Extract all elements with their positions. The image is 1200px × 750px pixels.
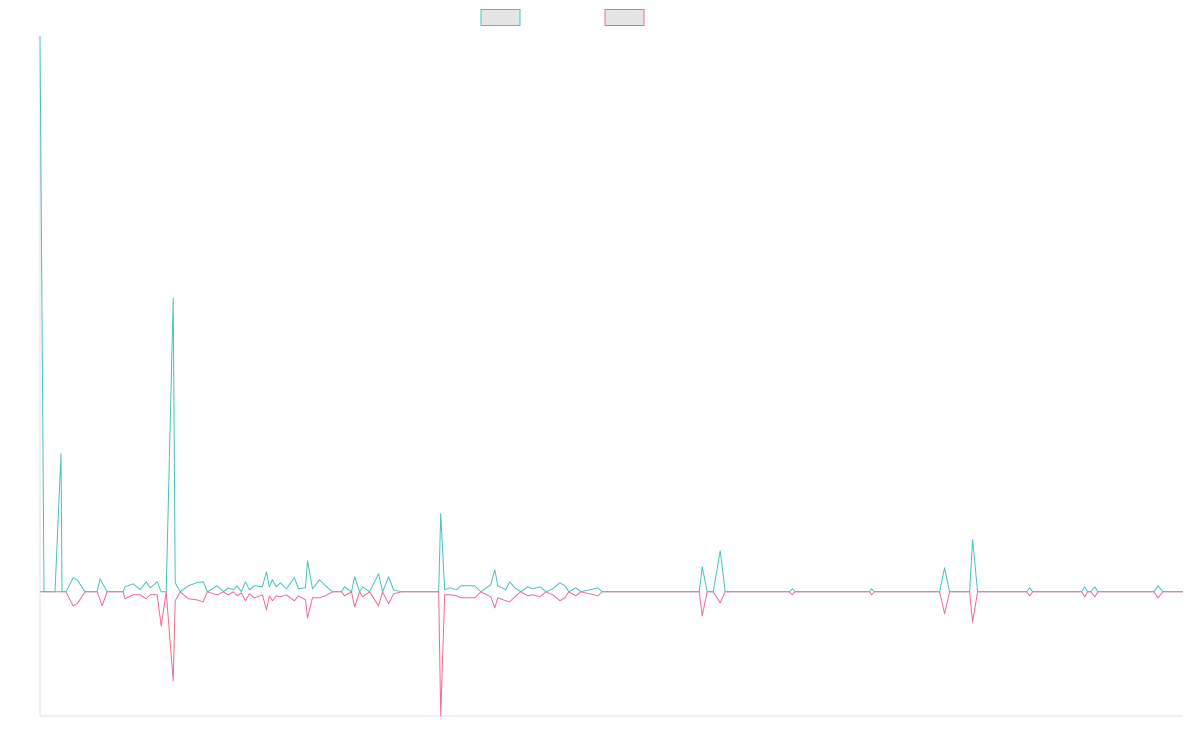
legend bbox=[480, 9, 645, 26]
legend-swatch-series-2[interactable] bbox=[604, 9, 645, 26]
series-line-2 bbox=[40, 591, 1183, 717]
plot-area bbox=[39, 35, 1183, 717]
series-line-1 bbox=[39, 35, 1183, 593]
legend-swatch-series-1[interactable] bbox=[480, 9, 521, 26]
chart-axes bbox=[39, 36, 1183, 717]
